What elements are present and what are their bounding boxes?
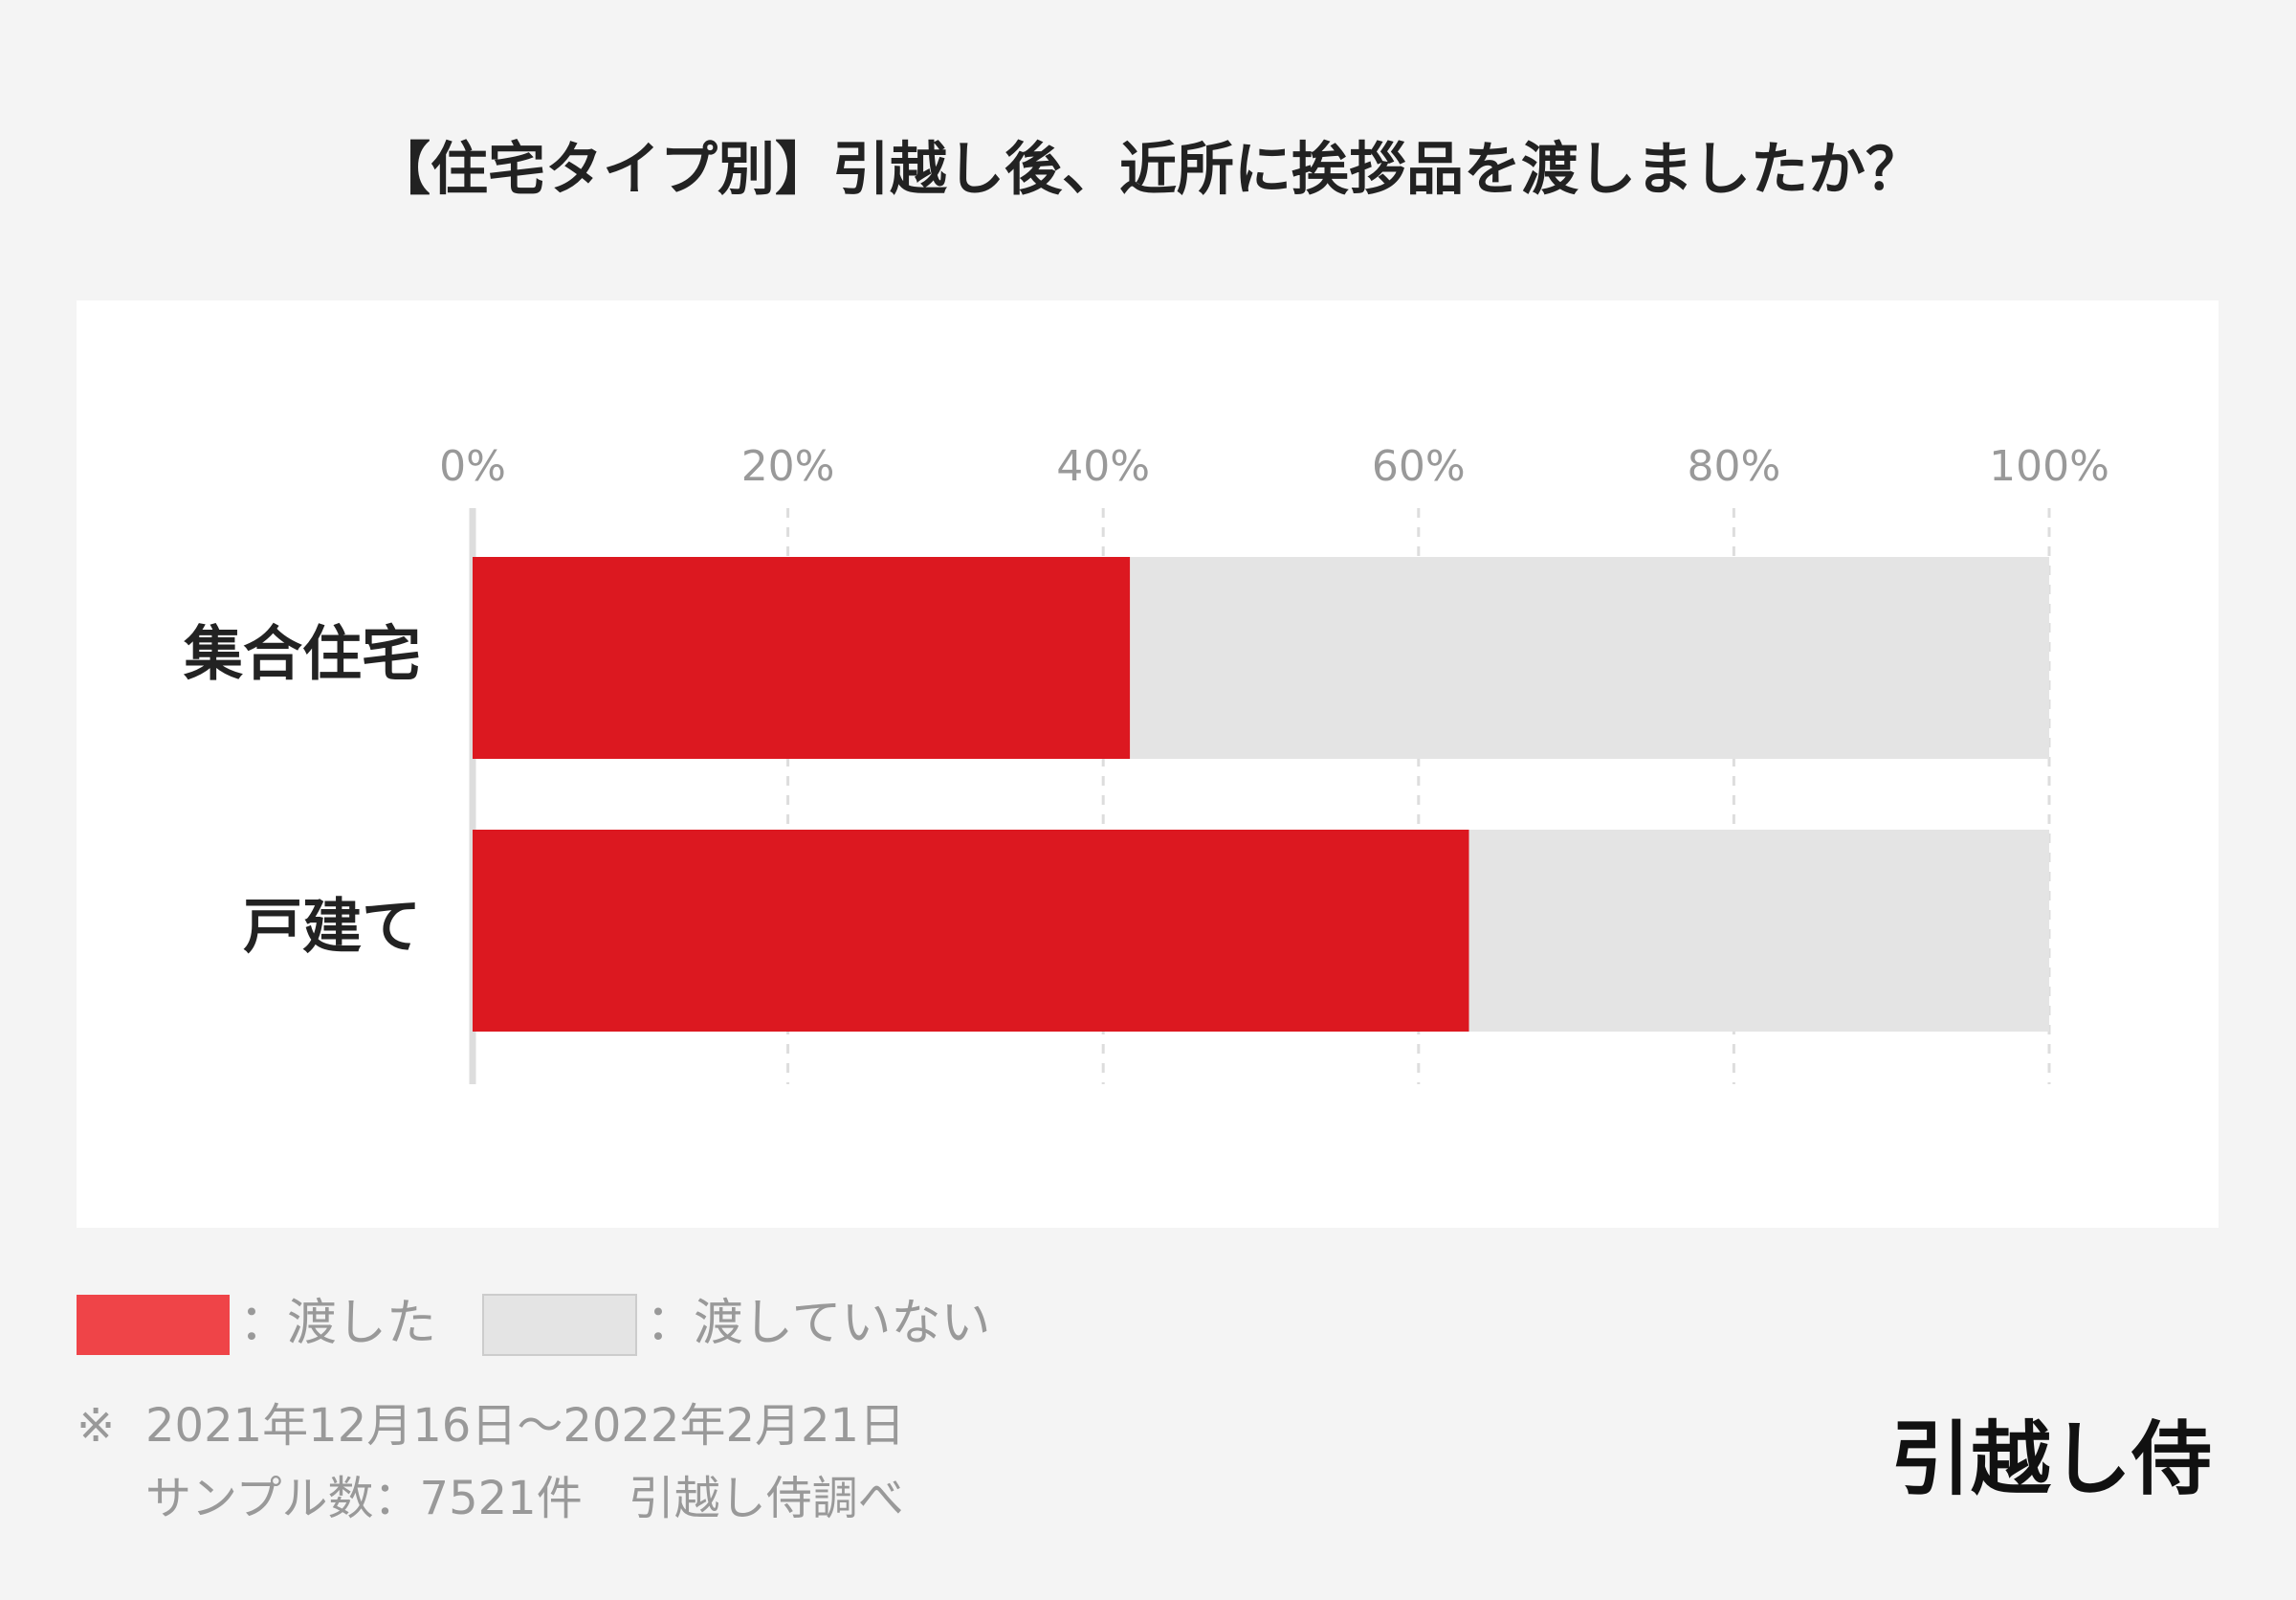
- y-tick-label: 集合住宅: [183, 619, 421, 689]
- legend-separator: ：: [239, 1295, 289, 1352]
- brand-logo: 引越し侍: [1890, 1412, 2212, 1506]
- x-tick-label: 60%: [1372, 442, 1466, 491]
- bar-segment: [473, 830, 1469, 1032]
- x-tick-label: 0%: [439, 442, 506, 491]
- x-tick-label: 40%: [1056, 442, 1150, 491]
- note-period: 2021年12月16日～2022年2月21日: [145, 1399, 905, 1453]
- plot-panel: [77, 300, 2219, 1228]
- bar-segment: [1468, 830, 2049, 1032]
- bar-segment: [473, 557, 1131, 759]
- legend-label: 渡した: [287, 1295, 436, 1352]
- y-tick-label: 戸建て: [243, 892, 421, 962]
- legend-swatch: [482, 1294, 637, 1356]
- chart-title: 【住宅タイプ別】引越し後、近所に挨拶品を渡しましたか？: [373, 137, 1923, 204]
- x-tick-label: 100%: [1989, 442, 2109, 491]
- note-sample: サンプル数：7521件 引越し侍調べ: [145, 1472, 904, 1525]
- bar-segment: [1130, 557, 2049, 759]
- legend-label: 渡していない: [694, 1295, 990, 1352]
- note-mark: ※: [77, 1399, 115, 1453]
- x-tick-label: 20%: [741, 442, 835, 491]
- legend-separator: ：: [646, 1295, 695, 1352]
- legend-swatch: [77, 1295, 230, 1355]
- x-tick-label: 80%: [1688, 442, 1781, 491]
